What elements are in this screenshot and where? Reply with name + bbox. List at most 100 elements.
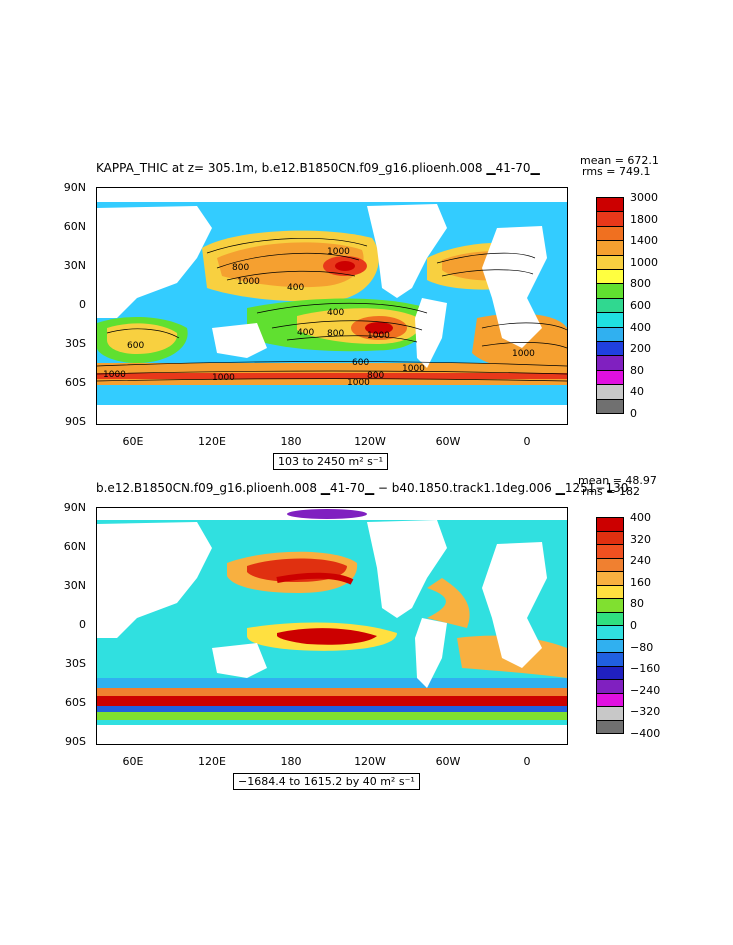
top-land-samerica [415, 298, 447, 368]
lon-label: 120W [354, 435, 386, 448]
colorbar-swatch [596, 719, 624, 734]
contour-label: 1000 [103, 370, 126, 380]
colorbar-swatch [596, 269, 624, 285]
top-contour-labels: 800 1000 1000 400 400 1000 1000 600 400 … [103, 247, 535, 388]
colorbar-swatch [596, 312, 624, 328]
colorbar-label: −80 [630, 640, 654, 654]
contour-label: 800 [327, 329, 344, 339]
lon-label: 180 [280, 435, 302, 448]
contour-label: 400 [287, 283, 304, 293]
contour-label: 800 [367, 371, 384, 381]
colorbar-label: 800 [630, 277, 651, 291]
contour-label: 400 [327, 308, 344, 318]
top-npac-core [335, 261, 355, 271]
contour-label: 1000 [327, 247, 350, 257]
colorbar-label: −240 [630, 683, 661, 697]
lat-label: 30S [65, 337, 86, 350]
lat-label: 30S [65, 657, 86, 670]
colorbar-swatch [596, 652, 624, 667]
bottom-arctic-anomaly [287, 509, 367, 519]
lat-label: 60S [65, 696, 86, 709]
colorbar-swatch [596, 584, 624, 599]
colorbar-swatch [596, 665, 624, 680]
contour-label: 1000 [512, 349, 535, 359]
lon-label: 180 [280, 755, 302, 768]
colorbar-label: 160 [630, 575, 651, 589]
top-contours [97, 238, 567, 382]
colorbar-swatch [596, 530, 624, 545]
lon-label: 0 [523, 435, 531, 448]
colorbar-swatch [596, 326, 624, 342]
contour-label: 1000 [347, 378, 370, 388]
bottom-southern-stripe-5 [97, 712, 567, 720]
bottom-map-plot [96, 507, 568, 745]
colorbar-label: −400 [630, 727, 661, 740]
lon-label: 120W [354, 755, 386, 768]
colorbar-swatch [596, 544, 624, 559]
lat-label: 90S [65, 735, 86, 748]
colorbar-swatch [596, 398, 624, 414]
top-land-antarctica [97, 405, 567, 424]
contour-label: 400 [297, 328, 314, 338]
colorbar-label: 40 [630, 385, 644, 399]
top-antarctic-shelf [97, 385, 567, 405]
colorbar-label: 80 [630, 597, 644, 611]
colorbar-label: 240 [630, 554, 651, 568]
top-mean: mean = 672.1 [580, 154, 659, 167]
top-land-asia [97, 206, 212, 318]
contour-label: 1000 [367, 331, 390, 341]
colorbar-swatch [596, 283, 624, 299]
lat-label: 0 [79, 298, 86, 311]
colorbar-swatch [596, 369, 624, 386]
colorbar-swatch [596, 598, 624, 613]
lat-label: 30N [63, 579, 86, 592]
colorbar-swatch [596, 211, 624, 227]
bottom-land-africa-eu [482, 542, 547, 668]
colorbar-swatch [596, 679, 624, 694]
colorbar-swatch [596, 197, 624, 213]
top-southern-core [97, 373, 567, 379]
lat-label: 60N [63, 220, 86, 233]
colorbar-label: 600 [630, 299, 651, 312]
bottom-land-australia [212, 643, 267, 678]
lon-label: 60W [435, 435, 461, 448]
bottom-southern-stripe-3 [97, 696, 567, 706]
colorbar-swatch [596, 355, 624, 371]
contour-label: 1000 [402, 364, 425, 374]
contour-label: 800 [232, 263, 249, 273]
bottom-atl-anom [427, 578, 470, 628]
lat-label: 90S [65, 415, 86, 428]
colorbar-label: 320 [630, 532, 651, 546]
bottom-land-namerica [367, 520, 447, 618]
bottom-range-label: −1684.4 to 1615.2 by 40 m² s⁻¹ [233, 773, 420, 790]
top-map-svg: 800 1000 1000 400 400 1000 1000 600 400 … [97, 188, 567, 424]
colorbar-label: 400 [630, 511, 651, 524]
colorbar-label: 200 [630, 342, 651, 356]
bottom-colorbar: 400 320 240 160 80 0 −80 −160 −240 −320 −400 [596, 511, 660, 740]
colorbar-swatch [596, 692, 624, 707]
top-range-label: 103 to 2450 m² s⁻¹ [273, 453, 389, 470]
colorbar-label: 1400 [630, 234, 658, 248]
bottom-land-asia [97, 522, 212, 638]
colorbar-label: 80 [630, 363, 644, 377]
lon-label: 120E [198, 435, 226, 448]
colorbar-label: −160 [630, 662, 661, 676]
colorbar-swatch [596, 625, 624, 640]
contour-label: 600 [352, 358, 369, 368]
lon-label: 0 [523, 755, 531, 768]
lat-label: 90N [63, 181, 86, 194]
lat-label: 60N [63, 540, 86, 553]
colorbar-label: −320 [630, 705, 661, 719]
bottom-land-samerica [415, 618, 447, 688]
bottom-npac-band [276, 572, 354, 585]
top-map-panel: KAPPA_THIC at z= 305.1m, b.e12.B1850CN.f… [0, 155, 733, 475]
top-map-plot: 800 1000 1000 400 400 1000 1000 600 400 … [96, 187, 568, 425]
colorbar-swatch [596, 341, 624, 357]
top-map-title: KAPPA_THIC at z= 305.1m, b.e12.B1850CN.f… [96, 161, 540, 175]
lat-label: 90N [63, 501, 86, 514]
lon-label: 60W [435, 755, 461, 768]
colorbar-swatch [596, 225, 624, 242]
bottom-southern-stripe-2 [97, 688, 567, 696]
colorbar-swatch [596, 297, 624, 314]
colorbar-swatch [596, 571, 624, 586]
